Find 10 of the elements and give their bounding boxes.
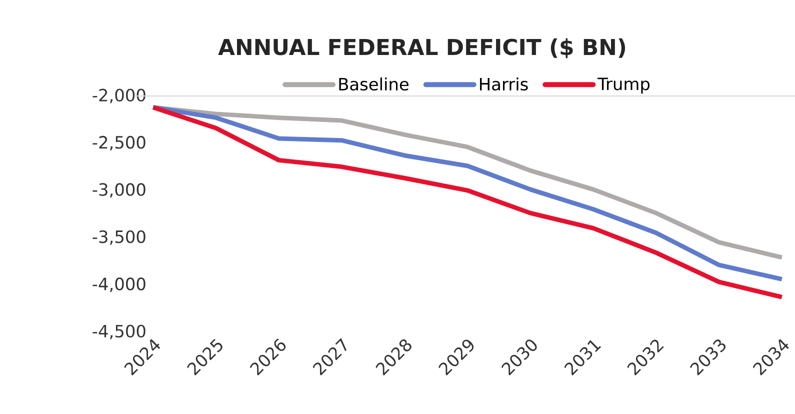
legend-label: Baseline: [339, 77, 408, 91]
legend-label: Trump: [598, 78, 650, 94]
y-tick-label: -2,000: [92, 88, 146, 104]
y-tick-label: -4,000: [92, 278, 146, 292]
legend-label: Harris: [480, 77, 528, 91]
y-tick-label: -2,500: [92, 136, 146, 150]
y-tick-label: -3,500: [92, 230, 146, 245]
y-tick-label: -4,500: [92, 324, 146, 340]
chart-title: ANNUAL FEDERAL DEFICIT ($ BN): [218, 38, 626, 58]
y-tick-label: -3,000: [92, 183, 146, 198]
